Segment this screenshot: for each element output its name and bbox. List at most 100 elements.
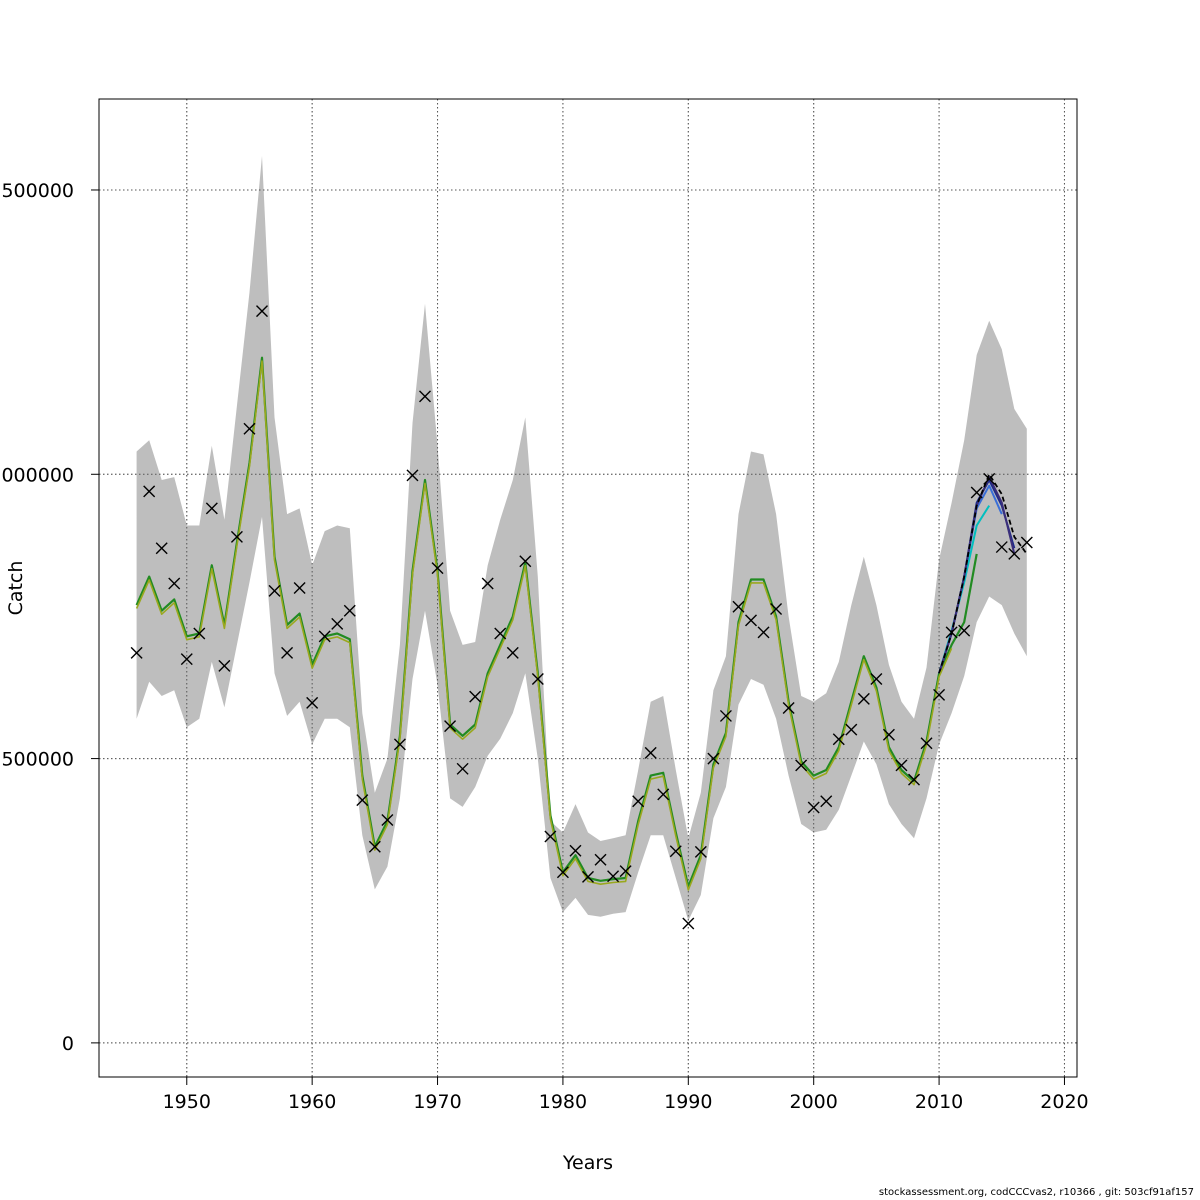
observed-point-1950 — [180, 653, 193, 666]
observed-cross-b — [556, 866, 569, 879]
observed-cross-b — [669, 845, 682, 858]
observed-point-1998 — [782, 701, 795, 714]
observed-cross-b — [970, 486, 983, 499]
observed-point-1971 — [444, 720, 457, 733]
observed-point-1958 — [281, 646, 294, 659]
observed-cross-b — [908, 773, 920, 786]
observed-point-2006 — [882, 728, 895, 741]
observed-cross-b — [306, 696, 319, 709]
observed-point-2001 — [820, 795, 833, 808]
observed-cross-b — [230, 530, 243, 543]
observed-cross-b — [832, 733, 845, 746]
observed-point-1949 — [168, 577, 181, 590]
observed-point-1994 — [732, 600, 745, 613]
observed-point-1965 — [368, 840, 381, 853]
observed-cross-b — [268, 584, 281, 597]
observed-cross-b — [582, 870, 594, 883]
observed-cross-b — [431, 562, 444, 575]
observed-cross-b — [594, 853, 607, 866]
observed-cross-b — [745, 614, 757, 627]
y-axis: 0 500000 1000000 1500000 — [0, 180, 99, 1055]
observed-point-2013 — [970, 486, 983, 499]
observed-cross-b — [506, 646, 519, 659]
y-tick-label-1500000: 1500000 — [0, 180, 74, 202]
observed-point-1996 — [757, 626, 770, 639]
observed-point-1997 — [770, 603, 783, 616]
observed-cross-b — [845, 723, 858, 736]
observed-point-1961 — [318, 630, 331, 643]
observed-cross-b — [356, 794, 369, 807]
observed-point-1993 — [719, 709, 732, 722]
observed-point-2011 — [945, 626, 958, 639]
x-tick-label-1970: 1970 — [413, 1091, 461, 1113]
observed-point-1988 — [657, 788, 670, 801]
observed-point-1973 — [469, 690, 482, 703]
observed-cross-b — [218, 659, 231, 672]
observed-point-1980 — [556, 866, 569, 879]
observed-cross-b — [657, 788, 670, 801]
observed-point-1991 — [694, 845, 707, 858]
observed-point-2004 — [857, 692, 870, 705]
observed-cross-b — [293, 582, 306, 594]
observed-cross-b — [180, 653, 193, 666]
observed-point-1967 — [393, 738, 406, 751]
observed-cross-b — [795, 759, 808, 772]
observed-point-2010 — [933, 688, 946, 701]
observed-cross-b — [381, 813, 394, 826]
observed-cross-b — [1008, 547, 1021, 560]
observed-cross-b — [494, 627, 507, 640]
observed-point-2014 — [983, 472, 996, 485]
observed-point-1976 — [506, 646, 519, 659]
observed-point-1990 — [682, 917, 695, 930]
observed-point-1982 — [582, 870, 594, 883]
observed-cross-b — [644, 746, 657, 759]
x-tick-label-2010: 2010 — [915, 1091, 963, 1113]
observed-point-1955 — [243, 422, 256, 435]
observed-cross-b — [318, 630, 331, 643]
observed-cross-b — [807, 801, 820, 814]
observed-point-1968 — [406, 469, 419, 482]
observed-point-2012 — [958, 624, 971, 637]
observed-cross-b — [343, 604, 356, 617]
observed-cross-b — [444, 720, 457, 733]
observed-point-2008 — [908, 773, 920, 786]
observed-cross-b — [820, 795, 833, 808]
observed-cross-b — [983, 472, 996, 485]
observed-cross-b — [882, 728, 895, 741]
observed-cross-b — [406, 469, 419, 482]
series-overlay-line — [135, 360, 953, 891]
observed-cross-b — [782, 701, 795, 714]
observed-point-1957 — [268, 584, 281, 597]
observed-point-1969 — [419, 390, 431, 403]
observed-point-1984 — [607, 870, 620, 883]
observed-cross-b — [481, 577, 494, 590]
observed-cross-b — [682, 917, 695, 930]
observed-point-1966 — [381, 813, 394, 826]
observed-cross-b — [168, 577, 181, 590]
observed-cross-b — [719, 709, 732, 722]
y-tick-label-1000000: 1000000 — [0, 464, 74, 486]
observed-cross-b — [205, 502, 218, 515]
observed-point-1956 — [256, 305, 268, 318]
x-tick-label-1980: 1980 — [539, 1091, 587, 1113]
observed-point-1954 — [230, 530, 243, 543]
observed-cross-b — [945, 626, 958, 639]
observed-cross-b — [732, 600, 745, 613]
observed-point-2005 — [870, 672, 883, 685]
x-axis-title: Years — [562, 1152, 613, 1174]
observed-point-1951 — [193, 627, 206, 640]
observed-point-2007 — [895, 759, 908, 772]
observed-point-1975 — [494, 627, 507, 640]
observed-point-1995 — [745, 614, 757, 627]
grid-lines-over-band — [99, 99, 1077, 1077]
observed-cross-b — [531, 672, 544, 685]
observed-points-layer — [130, 305, 1033, 930]
observed-cross-b — [933, 688, 946, 701]
observed-cross-b — [243, 422, 256, 435]
x-axis: 1950 1960 1970 1980 1990 2000 2010 2020 — [163, 1076, 1089, 1113]
observed-cross-b — [368, 840, 381, 853]
observed-point-1987 — [644, 746, 657, 759]
observed-point-1977 — [519, 555, 532, 568]
observed-cross-b — [895, 759, 908, 772]
